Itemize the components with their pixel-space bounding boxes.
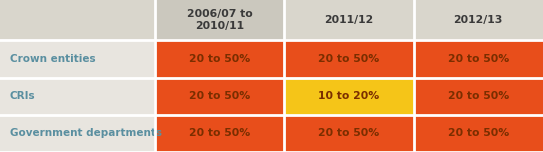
Bar (0, 40, 155, 78)
Bar (414, 40, 543, 78)
Text: 20 to 50%: 20 to 50% (318, 128, 380, 138)
Text: 2006/07 to
2010/11: 2006/07 to 2010/11 (187, 9, 252, 31)
Text: 20 to 50%: 20 to 50% (189, 54, 250, 64)
Text: 10 to 20%: 10 to 20% (318, 91, 380, 101)
Text: 20 to 50%: 20 to 50% (189, 128, 250, 138)
Text: 20 to 50%: 20 to 50% (318, 54, 380, 64)
Bar (0, 78, 155, 115)
Bar (414, 78, 543, 115)
Bar (155, 78, 284, 115)
Bar (155, 40, 284, 78)
Text: Crown entities: Crown entities (10, 54, 96, 64)
Text: 20 to 50%: 20 to 50% (447, 54, 509, 64)
Text: 20 to 50%: 20 to 50% (189, 91, 250, 101)
Bar (155, 115, 284, 152)
Bar (0, 40, 155, 152)
Text: 20 to 50%: 20 to 50% (447, 128, 509, 138)
Text: 2011/12: 2011/12 (324, 15, 374, 25)
Bar (284, 115, 414, 152)
Bar (414, 115, 543, 152)
Text: CRIs: CRIs (10, 91, 35, 101)
Bar (284, 78, 414, 115)
Text: 20 to 50%: 20 to 50% (447, 91, 509, 101)
Bar (155, 0, 284, 40)
Bar (284, 40, 414, 78)
Text: 2012/13: 2012/13 (453, 15, 503, 25)
Bar (0, 0, 543, 40)
Bar (0, 115, 155, 152)
Text: Government departments: Government departments (10, 128, 162, 138)
